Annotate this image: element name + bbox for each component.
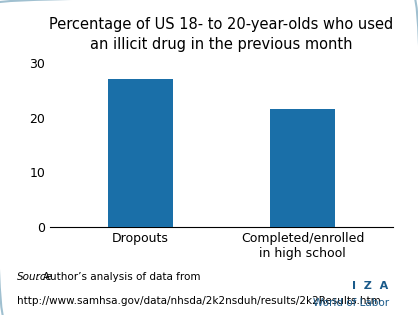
Text: : Author’s analysis of data from: : Author’s analysis of data from [36,272,201,282]
Bar [108,79,173,227]
Text: I  Z  A: I Z A [352,281,389,291]
Text: http://www.samhsa.gov/data/nhsda/2k2nsduh/results/2k2Results.htm: http://www.samhsa.gov/data/nhsda/2k2nsdu… [17,295,380,306]
Bar [270,109,335,227]
Text: World of Labor: World of Labor [313,298,389,308]
Text: Source: Source [17,272,53,282]
Title: Percentage of US 18- to 20-year-olds who used
an illicit drug in the previous mo: Percentage of US 18- to 20-year-olds who… [49,17,394,52]
